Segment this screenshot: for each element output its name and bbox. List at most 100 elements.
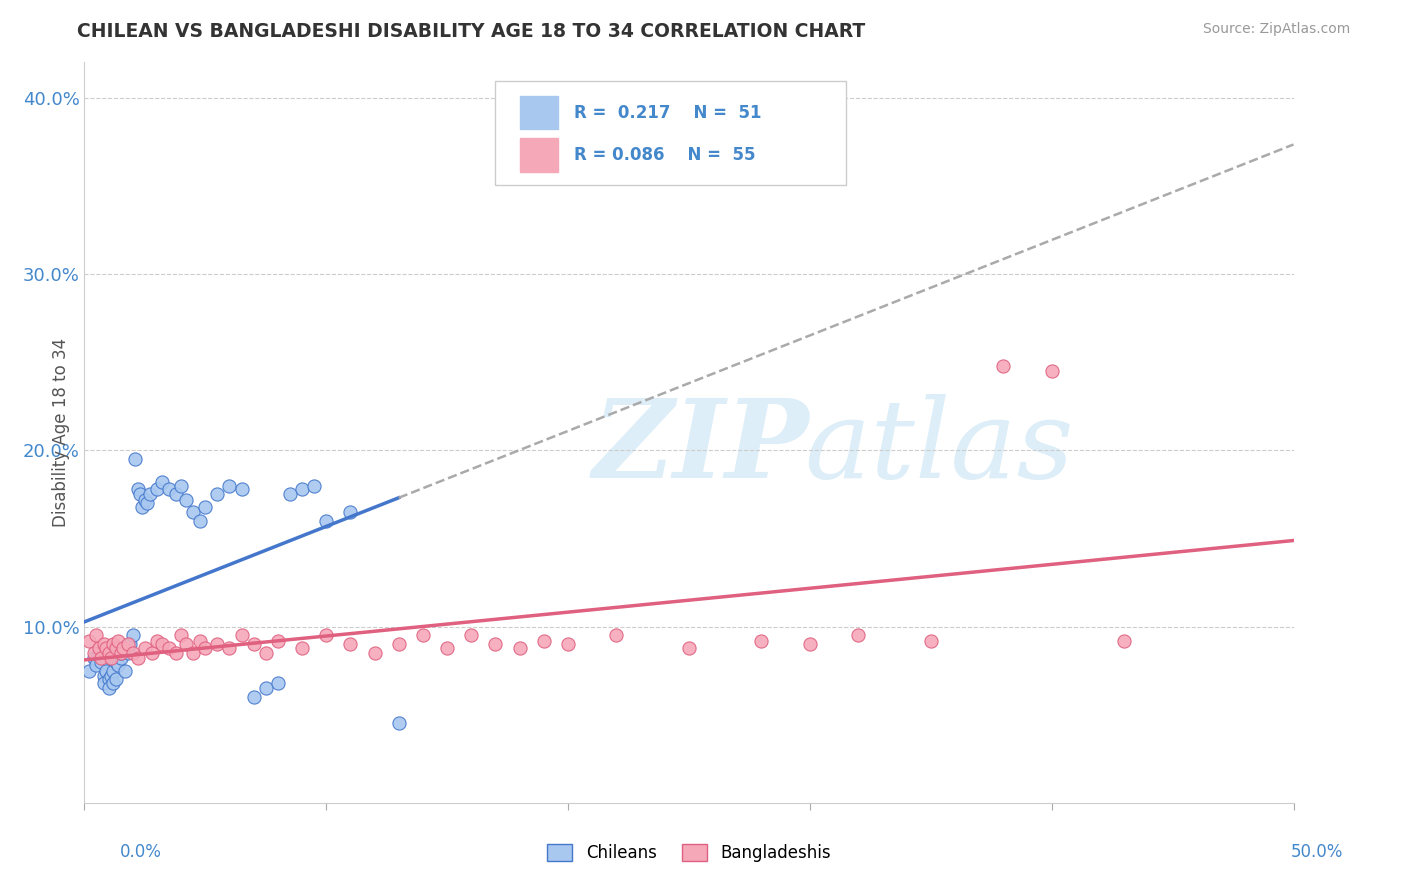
Point [87,646,110,660]
Point [678,640,700,655]
Point [94,640,117,655]
Point [207,637,229,651]
Point [77,664,100,678]
Text: 50.0%: 50.0% [1291,843,1343,861]
Point [104,655,127,669]
Point [157,482,180,496]
Point [846,628,869,642]
Point [484,637,506,651]
Point [121,646,143,660]
Point [104,673,127,687]
Text: R = 0.086    N =  55: R = 0.086 N = 55 [574,146,755,164]
Point [557,637,579,651]
Text: 0.0%: 0.0% [120,843,162,861]
Point [181,646,204,660]
Point [110,646,132,660]
Point [146,633,169,648]
Point [242,637,264,651]
Point [165,646,187,660]
Point [278,487,301,501]
Point [93,637,115,651]
Point [291,482,314,496]
Point [1114,633,1136,648]
Point [117,646,139,660]
Point [83,651,105,665]
Point [103,637,125,651]
Text: Source: ZipAtlas.com: Source: ZipAtlas.com [1202,22,1350,37]
Point [134,492,156,507]
Point [136,496,159,510]
Point [363,646,385,660]
Point [157,640,180,655]
Point [83,646,105,660]
Point [291,640,314,655]
Point [90,655,112,669]
Point [190,514,212,528]
Point [174,637,197,651]
Point [100,651,122,665]
Point [218,478,240,492]
Point [114,664,136,678]
Point [127,482,149,496]
Legend: Chileans, Bangladeshis: Chileans, Bangladeshis [541,837,837,869]
Point [174,492,197,507]
Point [190,633,212,648]
Point [97,681,120,696]
Text: atlas: atlas [804,393,1073,501]
Point [107,633,129,648]
Point [97,673,120,687]
Point [920,633,942,648]
Point [207,487,229,501]
Point [94,664,117,678]
Point [131,500,153,514]
Point [339,505,361,519]
FancyBboxPatch shape [495,81,846,185]
Point [1040,364,1063,378]
Text: CHILEAN VS BANGLADESHI DISABILITY AGE 18 TO 34 CORRELATION CHART: CHILEAN VS BANGLADESHI DISABILITY AGE 18… [77,22,866,41]
Point [86,628,108,642]
Point [150,475,173,489]
Point [194,640,217,655]
Point [267,676,290,690]
Point [165,487,187,501]
Point [103,676,125,690]
Point [254,681,277,696]
Point [129,487,152,501]
Text: ZIP: ZIP [592,393,808,501]
Point [315,514,337,528]
Point [302,478,325,492]
Point [141,646,163,660]
Point [87,640,110,655]
Point [93,669,115,683]
Point [993,359,1015,373]
Point [97,646,120,660]
Point [339,637,361,651]
Point [138,487,160,501]
Point [751,633,773,648]
Point [181,505,204,519]
Point [242,690,264,704]
Point [146,482,169,496]
Point [134,640,156,655]
Point [117,637,139,651]
Point [110,646,132,660]
Point [110,651,132,665]
Point [100,669,122,683]
Text: R =  0.217    N =  51: R = 0.217 N = 51 [574,103,762,122]
Point [127,651,149,665]
Point [412,628,434,642]
Point [267,633,290,648]
Point [77,633,100,648]
Point [112,640,135,655]
Point [231,628,253,642]
Point [112,640,135,655]
Point [170,628,193,642]
Point [121,628,143,642]
Point [120,637,142,651]
Point [388,716,411,731]
Bar [520,96,558,129]
Point [107,658,129,673]
Point [218,640,240,655]
Point [124,452,146,467]
Point [103,664,125,678]
